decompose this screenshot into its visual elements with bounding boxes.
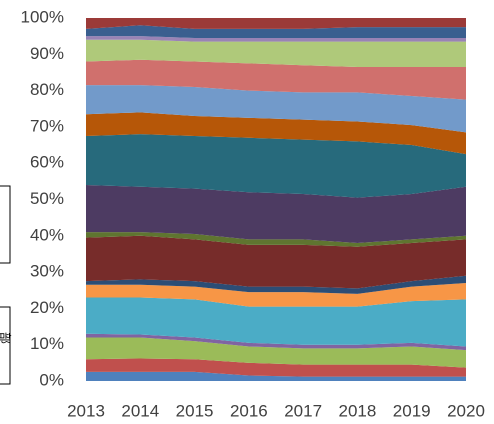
area (86, 36, 466, 42)
area (86, 275, 466, 294)
clipped-legend-box (0, 185, 11, 264)
area (86, 337, 466, 368)
area (86, 333, 466, 351)
area (86, 59, 466, 100)
x-tick-label: 2016 (230, 401, 268, 420)
area (86, 371, 466, 381)
y-tick-label: 30% (30, 262, 64, 281)
x-tick-label: 2015 (176, 401, 214, 420)
area (86, 85, 466, 133)
y-tick-label: 60% (30, 153, 64, 172)
y-tick-label: 50% (30, 189, 64, 208)
y-tick-label: 10% (30, 334, 64, 353)
y-tick-label: 20% (30, 298, 64, 317)
area (86, 39, 466, 68)
x-tick-label: 2014 (121, 401, 159, 420)
area (86, 184, 466, 244)
x-tick-label: 2017 (284, 401, 322, 420)
area (86, 282, 466, 307)
area (86, 297, 466, 347)
clipped-legend-box (0, 306, 11, 385)
y-tick-label: 0% (39, 370, 64, 389)
area (86, 134, 466, 198)
y-tick-label: 90% (30, 44, 64, 63)
x-tick-label: 2018 (339, 401, 377, 420)
y-tick-label: 100% (21, 7, 64, 26)
area (86, 358, 466, 377)
area (86, 25, 466, 38)
area (86, 235, 466, 289)
x-tick-label: 2019 (393, 401, 431, 420)
area (86, 112, 466, 155)
area (86, 18, 466, 29)
x-tick-label: 2013 (67, 401, 105, 420)
y-tick-label: 40% (30, 225, 64, 244)
y-tick-label: 70% (30, 116, 64, 135)
legend-fragment: 部 (0, 332, 13, 344)
x-tick-label: 2020 (447, 401, 485, 420)
y-tick-label: 80% (30, 80, 64, 99)
